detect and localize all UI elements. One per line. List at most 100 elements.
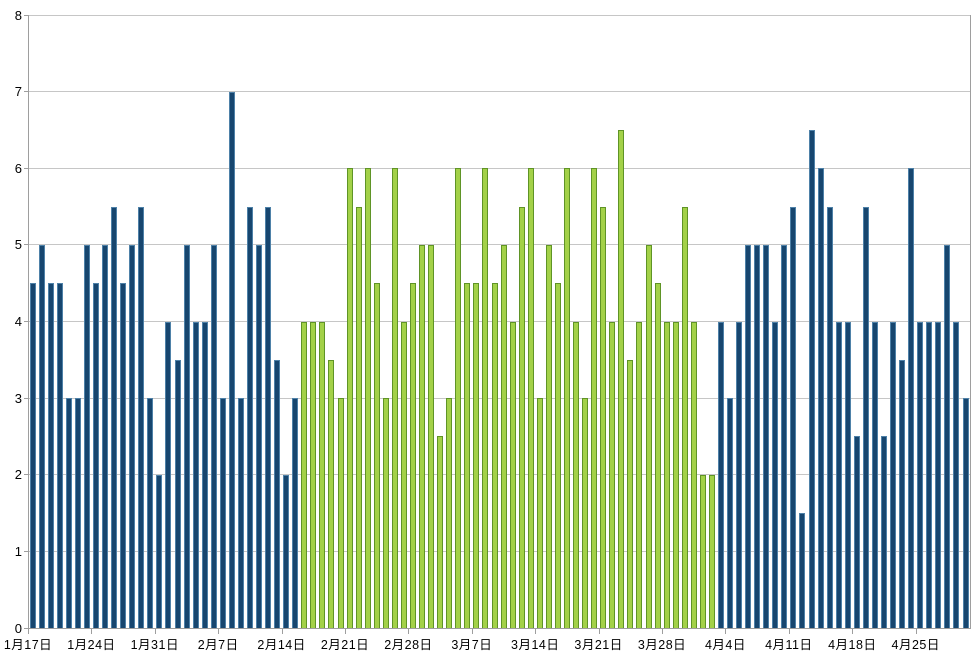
y-gridline-7 bbox=[28, 91, 970, 93]
bar-blue-late-period bbox=[853, 436, 860, 628]
x-axis-label-14: 4月25日 bbox=[891, 638, 940, 652]
bar-blue-early-period bbox=[74, 398, 81, 628]
bar-blue-late-period bbox=[935, 321, 942, 628]
x-axis-label-3: 2月7日 bbox=[197, 638, 239, 652]
x-axis-tick-13 bbox=[852, 629, 854, 634]
bar-blue-early-period bbox=[183, 244, 190, 628]
bar-blue-early-period bbox=[210, 244, 217, 628]
bar-green-middle-period bbox=[591, 168, 598, 629]
y-axis-tick-4 bbox=[24, 321, 28, 322]
bar-blue-early-period bbox=[201, 321, 208, 628]
bar-blue-late-period bbox=[808, 129, 815, 628]
bar-green-middle-period bbox=[301, 321, 308, 628]
bar-blue-early-period bbox=[192, 321, 199, 628]
bar-blue-early-period bbox=[111, 206, 117, 628]
y-axis-tick-2 bbox=[24, 474, 28, 476]
y-axis-tick-6 bbox=[24, 167, 28, 169]
bar-green-middle-period bbox=[500, 244, 507, 628]
bar-blue-early-period bbox=[129, 244, 136, 628]
y-axis-label-6: 6 bbox=[14, 160, 22, 176]
bar-blue-late-period bbox=[917, 321, 924, 628]
x-axis-label-12: 4月11日 bbox=[765, 638, 813, 652]
y-axis-tick-7 bbox=[24, 91, 28, 93]
bar-blue-late-period bbox=[953, 321, 960, 628]
bar-green-middle-period bbox=[582, 398, 588, 628]
bar-blue-late-period bbox=[926, 321, 933, 628]
bar-blue-late-period bbox=[745, 244, 752, 628]
x-axis-label-8: 3月14日 bbox=[511, 638, 560, 652]
y-gridline-2 bbox=[28, 474, 970, 476]
y-axis-label-0: 0 bbox=[14, 620, 22, 636]
bar-blue-early-period bbox=[237, 398, 244, 628]
x-axis-tick-11 bbox=[725, 629, 727, 634]
bar-green-middle-period bbox=[337, 398, 344, 628]
bar-blue-early-period bbox=[219, 398, 226, 628]
bar-blue-late-period bbox=[871, 321, 878, 628]
bar-blue-early-period bbox=[165, 321, 172, 628]
bar-blue-late-period bbox=[727, 398, 733, 628]
bar-blue-early-period bbox=[174, 359, 181, 628]
bar-blue-early-period bbox=[83, 244, 90, 628]
bar-green-middle-period bbox=[600, 206, 607, 628]
x-axis-tick-4 bbox=[281, 629, 283, 634]
bar-green-middle-period bbox=[509, 321, 516, 628]
bar-green-middle-period bbox=[310, 321, 317, 628]
bar-blue-early-period bbox=[102, 244, 108, 628]
y-axis-tick-1 bbox=[24, 550, 28, 552]
y-axis-line bbox=[28, 15, 29, 628]
bar-blue-late-period bbox=[790, 206, 797, 628]
x-axis-label-10: 3月28日 bbox=[637, 638, 687, 652]
bar-green-middle-period bbox=[573, 321, 579, 628]
bar-blue-late-period bbox=[899, 359, 906, 628]
bar-blue-late-period bbox=[772, 321, 779, 628]
x-axis-label-9: 3月21日 bbox=[574, 638, 623, 652]
x-axis-tick-12 bbox=[788, 629, 790, 634]
bar-blue-late-period bbox=[736, 321, 742, 628]
bar-blue-late-period bbox=[908, 168, 915, 629]
plot-right-border bbox=[970, 15, 971, 628]
x-axis-tick-14 bbox=[915, 629, 917, 634]
bar-green-middle-period bbox=[563, 168, 570, 629]
bar-green-middle-period bbox=[708, 474, 715, 629]
x-axis-label-5: 2月21日 bbox=[320, 638, 370, 652]
bar-green-middle-period bbox=[554, 283, 561, 628]
x-axis-tick-10 bbox=[662, 629, 663, 634]
bar-blue-early-period bbox=[283, 474, 290, 629]
bar-green-middle-period bbox=[654, 283, 661, 628]
bar-blue-early-period bbox=[265, 206, 271, 628]
x-axis-label-7: 3月7日 bbox=[451, 638, 493, 652]
bar-green-middle-period bbox=[373, 283, 380, 628]
y-gridline-8 bbox=[28, 14, 970, 16]
x-axis-label-11: 4月4日 bbox=[704, 638, 746, 652]
bar-green-middle-period bbox=[618, 129, 625, 628]
bar-blue-early-period bbox=[47, 283, 54, 628]
x-axis-tick-8 bbox=[535, 629, 537, 634]
y-axis-tick-3 bbox=[24, 397, 28, 399]
x-axis-label-4: 2月14日 bbox=[257, 638, 306, 652]
x-axis-tick-9 bbox=[598, 629, 600, 634]
bar-green-middle-period bbox=[645, 244, 652, 628]
bar-green-middle-period bbox=[400, 321, 407, 628]
bar-green-middle-period bbox=[681, 206, 688, 628]
bar-blue-late-period bbox=[862, 206, 869, 628]
bar-green-middle-period bbox=[437, 436, 444, 628]
bar-green-middle-period bbox=[699, 474, 706, 629]
bar-green-middle-period bbox=[663, 321, 670, 628]
bar-blue-late-period bbox=[754, 244, 761, 628]
bar-blue-early-period bbox=[274, 359, 281, 628]
bar-blue-late-period bbox=[962, 398, 969, 628]
x-axis-label-2: 1月31日 bbox=[130, 638, 179, 652]
bar-green-middle-period bbox=[355, 206, 362, 628]
bar-green-middle-period bbox=[636, 321, 643, 628]
bar-blue-late-period bbox=[835, 321, 842, 628]
bar-blue-early-period bbox=[56, 283, 63, 628]
x-axis-tick-3 bbox=[218, 629, 220, 634]
bar-green-middle-period bbox=[545, 244, 552, 628]
x-axis-label-6: 2月28日 bbox=[384, 638, 433, 652]
bar-green-middle-period bbox=[482, 168, 489, 629]
bar-blue-early-period bbox=[65, 398, 72, 628]
bar-blue-early-period bbox=[228, 91, 235, 628]
y-axis-tick-0 bbox=[24, 627, 28, 629]
